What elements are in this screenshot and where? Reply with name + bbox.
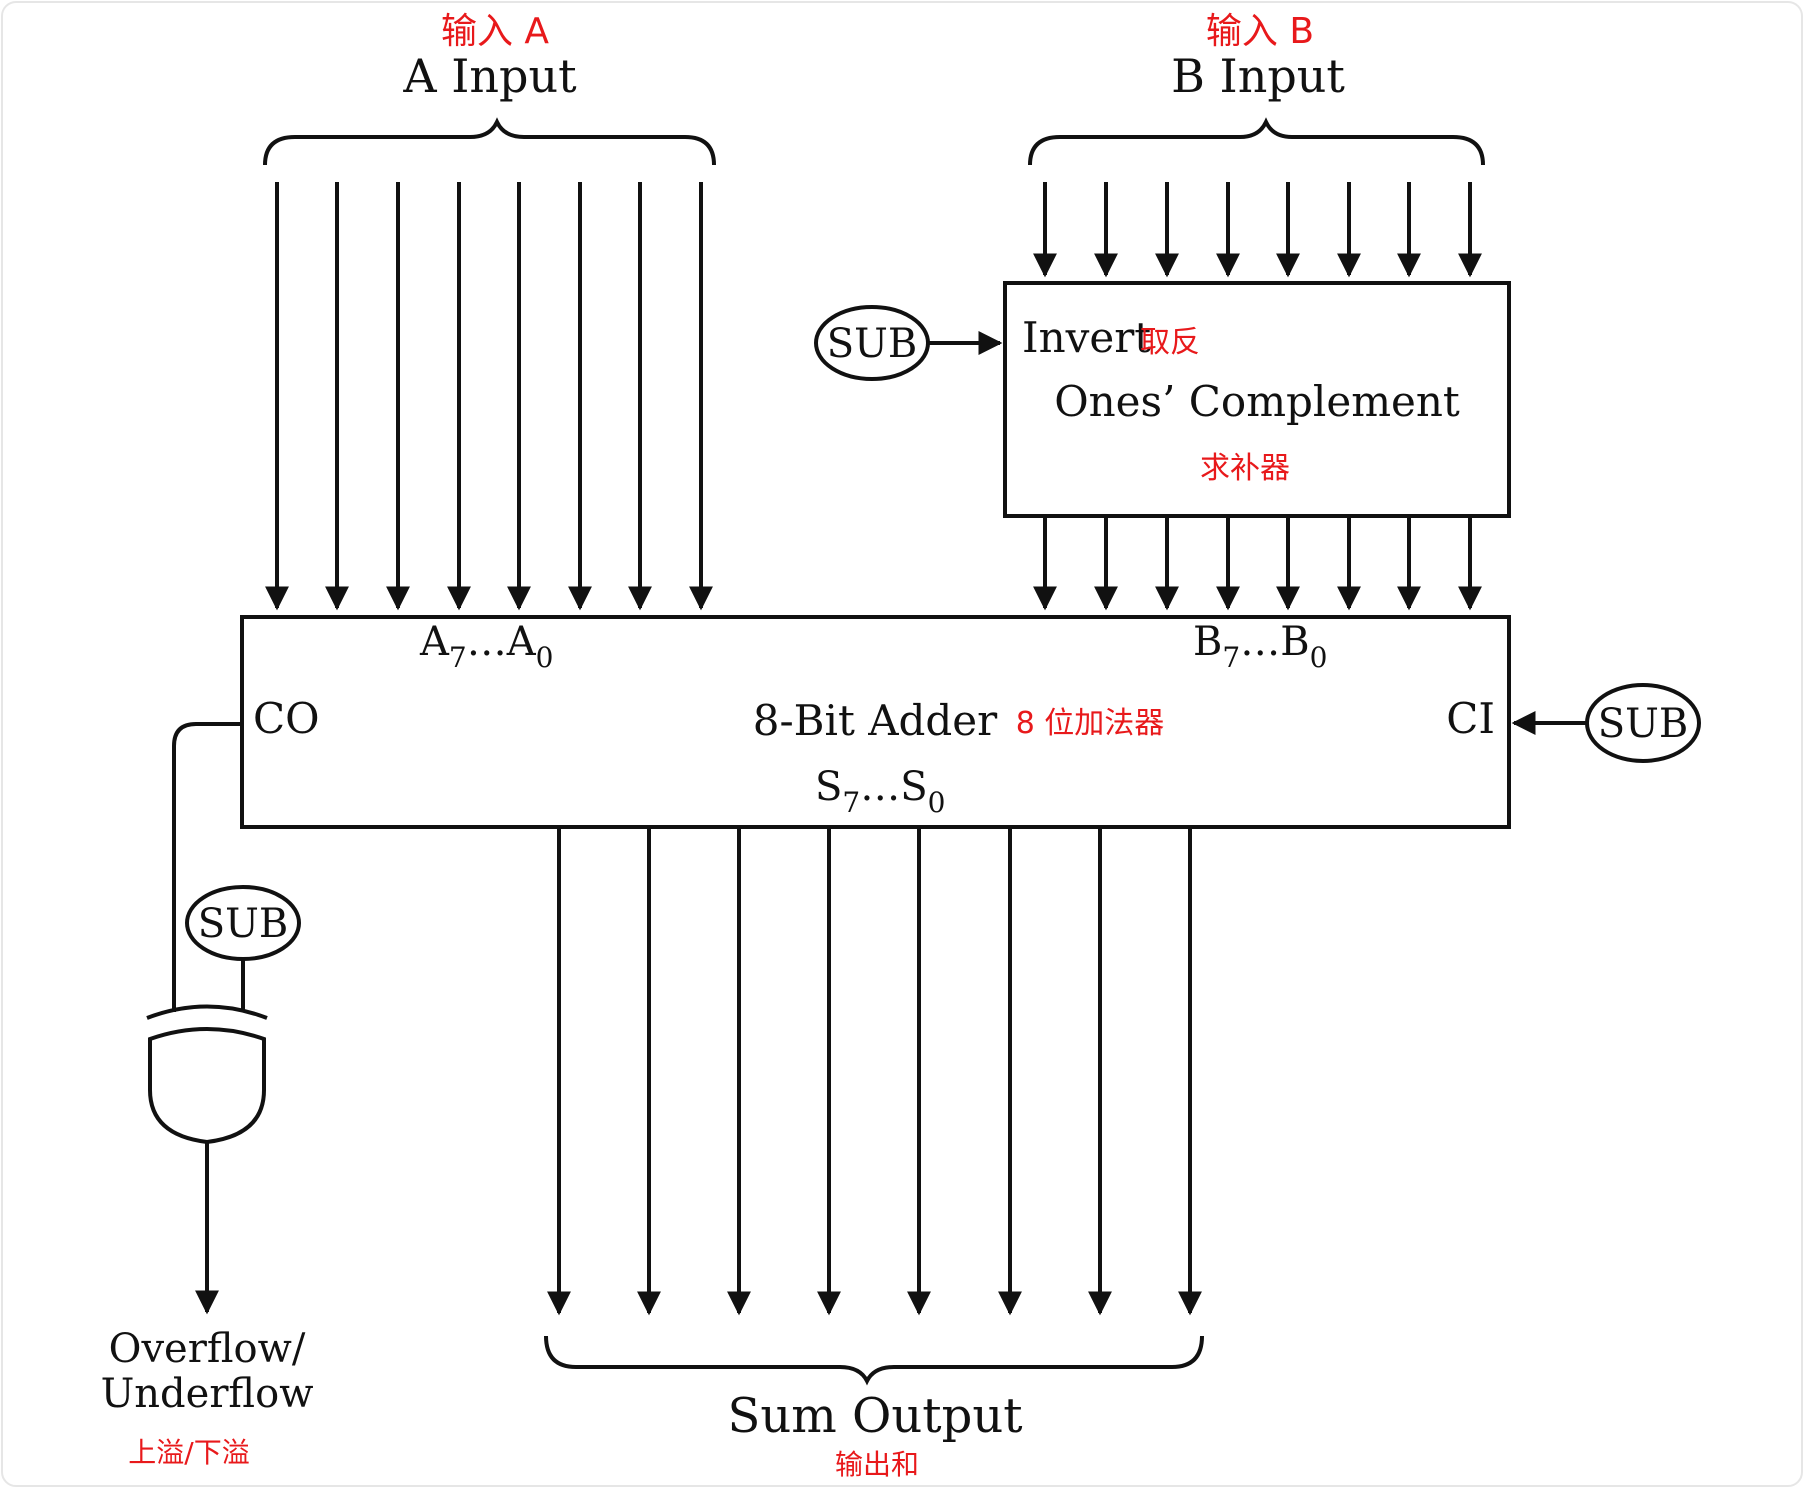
ones-complement-box bbox=[1003, 281, 1511, 518]
b-input-arrows bbox=[1033, 182, 1482, 278]
a-input-arrows bbox=[265, 182, 713, 611]
carry-in-label: CI bbox=[1446, 694, 1495, 743]
overflow-label-line2: Underflow bbox=[101, 1371, 314, 1417]
adder-box bbox=[240, 615, 1511, 829]
ones-complement-cn-label: 求补器 bbox=[1200, 451, 1290, 486]
sub-xor-label: SUB bbox=[198, 901, 289, 947]
carry-out-label: CO bbox=[253, 694, 320, 743]
a-input-label: A Input bbox=[402, 49, 577, 103]
b-input-brace bbox=[1028, 117, 1485, 166]
a-input-brace bbox=[263, 117, 716, 166]
sum-output-cn-label: 输出和 bbox=[835, 1448, 919, 1481]
b-input-cn-label: 输入 B bbox=[1206, 11, 1314, 52]
ones-complement-label: Ones’ Complement bbox=[1054, 377, 1460, 426]
xor-gate bbox=[146, 1004, 268, 1145]
adder-label: 8-Bit Adder bbox=[753, 696, 998, 745]
sum-output-brace bbox=[544, 1335, 1204, 1386]
b-input-label: B Input bbox=[1171, 49, 1345, 103]
invert-cn-label: 取反 bbox=[1140, 325, 1200, 360]
invert-label: Invert bbox=[1022, 313, 1151, 362]
sub-carry-in-label: SUB bbox=[1598, 701, 1689, 747]
xor-gate-body bbox=[148, 1027, 266, 1145]
sum-bits-label: S7…S0 bbox=[815, 764, 945, 819]
sub-invert-label: SUB bbox=[827, 321, 918, 367]
adder-cn-label: 8 位加法器 bbox=[1016, 706, 1165, 741]
a-bits-label: A7…A0 bbox=[419, 619, 553, 674]
xor-gate-input-curve bbox=[146, 1004, 268, 1020]
carry-out-wire bbox=[172, 722, 242, 1012]
overflow-label-line1: Overflow/ bbox=[109, 1326, 306, 1372]
b-bits-label: B7…B0 bbox=[1193, 619, 1327, 674]
sum-output-label: Sum Output bbox=[727, 1388, 1022, 1444]
overflow-cn-label: 上溢/下溢 bbox=[128, 1436, 249, 1469]
sum-output-arrows bbox=[547, 827, 1202, 1316]
complement-output-arrows bbox=[1033, 516, 1482, 611]
a-input-cn-label: 输入 A bbox=[441, 11, 549, 52]
